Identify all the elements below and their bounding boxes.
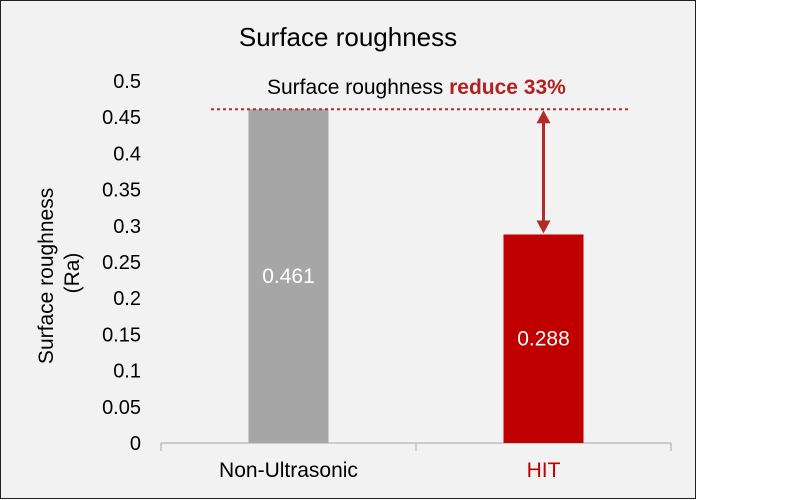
category-label: Non-Ultrasonic — [219, 459, 358, 482]
y-tick-label: 0.15 — [102, 324, 141, 346]
annotation-highlight: reduce 33% — [449, 76, 566, 99]
y-tick-label: 0.35 — [102, 180, 141, 202]
category-label: HIT — [527, 459, 561, 482]
bars: 0.461 Non-Ultrasonic 0.288 HIT — [219, 109, 584, 482]
y-axis-label: Surface roughness (Ra) — [35, 182, 84, 364]
difference-arrow-head-bottom — [536, 220, 551, 234]
chart-title: Surface roughness — [239, 22, 457, 52]
y-tick-label: 0.5 — [113, 71, 141, 93]
annotation: Surface roughness reduce 33% — [211, 76, 629, 234]
x-axis — [160, 442, 672, 451]
y-tick-label: 0.3 — [113, 216, 141, 238]
y-axis-label-line-1: Surface roughness — [35, 188, 58, 364]
y-axis-ticks: 0 0.05 0.1 0.15 0.2 0.25 0.3 0.35 0.4 0.45 0.5 — [102, 71, 141, 455]
y-tick-label: 0.1 — [113, 361, 141, 383]
y-tick-label: 0.25 — [102, 252, 141, 274]
bar-1 — [248, 109, 329, 444]
y-tick-label: 0.2 — [113, 288, 141, 310]
difference-arrow-head-top — [536, 110, 551, 124]
bar-2 — [503, 234, 584, 443]
y-tick-label: 0.45 — [102, 107, 141, 129]
y-axis-label-line-2: (Ra) — [61, 253, 84, 294]
annotation-text: Surface roughness reduce 33% — [267, 76, 566, 99]
chart-frame: Surface roughness Surface roughness (Ra)… — [0, 0, 696, 499]
y-tick-label: 0 — [130, 433, 141, 455]
y-tick-label: 0.4 — [113, 143, 141, 165]
y-tick-label: 0.05 — [102, 397, 141, 419]
bar-value-label: 0.288 — [517, 328, 570, 351]
chart: Surface roughness Surface roughness (Ra)… — [35, 22, 672, 482]
bar-value-label: 0.461 — [262, 265, 315, 288]
